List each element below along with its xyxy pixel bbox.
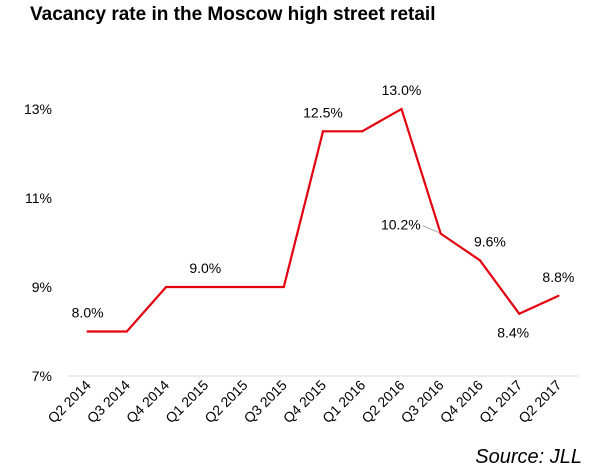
data-point — [282, 285, 285, 289]
data-point — [400, 107, 403, 111]
data-point — [243, 285, 246, 289]
data-label: 8.0% — [72, 305, 104, 321]
data-point — [204, 285, 207, 289]
data-point — [125, 330, 128, 333]
series-line — [87, 107, 559, 333]
y-axis: 7% 9% 11% 13% — [24, 101, 52, 384]
data-label: 13.0% — [382, 82, 422, 98]
source-note: Source: JLL — [475, 446, 582, 468]
leader-line — [422, 225, 439, 234]
y-tick-label: 13% — [24, 101, 52, 117]
y-tick-label: 9% — [32, 279, 52, 295]
data-label: 9.0% — [189, 260, 221, 276]
data-point — [321, 130, 325, 133]
data-label: 9.6% — [474, 233, 506, 249]
data-point — [478, 259, 482, 262]
data-label: 10.2% — [381, 217, 421, 233]
y-tick-label: 7% — [32, 368, 52, 384]
data-label: 8.4% — [497, 325, 529, 341]
data-point — [518, 312, 521, 315]
data-point — [557, 294, 560, 297]
x-tick-label: Q2 2017 — [515, 377, 564, 426]
data-point — [164, 285, 168, 289]
chart-title: Vacancy rate in the Moscow high street r… — [30, 4, 436, 25]
data-point — [439, 232, 442, 235]
data-label: 8.8% — [542, 269, 574, 285]
y-tick-label: 11% — [25, 190, 52, 206]
data-point — [361, 130, 364, 133]
data-point — [86, 330, 89, 333]
series-layer — [86, 107, 560, 333]
data-label: 12.5% — [303, 104, 343, 120]
data-labels: 8.0% 9.0% 12.5% 13.0% 10.2% 9.6% 8.4% 8.8% — [72, 82, 575, 341]
